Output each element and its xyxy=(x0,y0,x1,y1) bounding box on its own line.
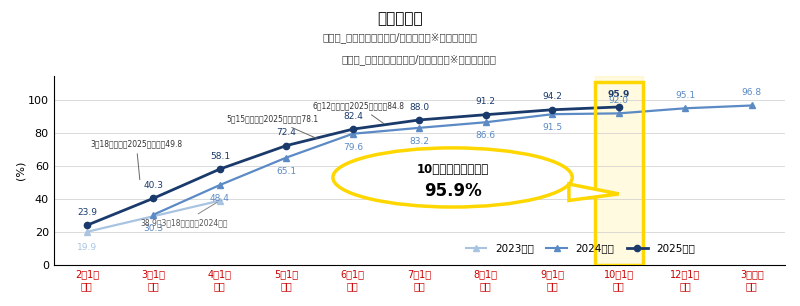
Text: 65.1: 65.1 xyxy=(276,167,297,176)
Text: 6月12日時点（2025年卒）：84.8: 6月12日時点（2025年卒）：84.8 xyxy=(313,102,405,124)
2024年卒 xyxy=(149,213,158,217)
Bar xyxy=(595,76,642,265)
2025年卒 xyxy=(282,144,291,147)
2024年卒 xyxy=(681,106,690,110)
2024年卒 xyxy=(481,121,490,124)
2024年卒 xyxy=(414,126,424,130)
Text: 3月18日時点（2025年卒）：49.8: 3月18日時点（2025年卒）：49.8 xyxy=(90,139,182,180)
Text: 95.9: 95.9 xyxy=(607,90,630,99)
2025年卒 xyxy=(348,127,358,131)
Text: 96.8: 96.8 xyxy=(742,88,762,97)
Text: 58.1: 58.1 xyxy=(210,152,230,161)
Text: 就職内定率: 就職内定率 xyxy=(377,11,423,26)
2023年卒 xyxy=(82,230,92,234)
2024年卒 xyxy=(282,156,291,159)
Text: 30.3: 30.3 xyxy=(143,224,163,233)
Line: 2025年卒: 2025年卒 xyxy=(84,104,622,228)
Text: 大学生_全体（就職志望者/単一回答）※大学院生除く: 大学生_全体（就職志望者/単一回答）※大学院生除く xyxy=(322,32,478,43)
Text: 91.5: 91.5 xyxy=(542,123,562,132)
Text: 88.0: 88.0 xyxy=(410,103,430,112)
Text: 19.9: 19.9 xyxy=(77,243,97,252)
Text: 5月15日時点（2025年卒）：78.1: 5月15日時点（2025年卒）：78.1 xyxy=(226,114,318,139)
Line: 2024年卒: 2024年卒 xyxy=(150,103,755,218)
2025年卒 xyxy=(215,167,225,171)
2025年卒 xyxy=(149,196,158,200)
2023年卒 xyxy=(215,199,225,203)
Ellipse shape xyxy=(333,148,572,207)
2024年卒 xyxy=(747,104,757,107)
Text: 79.6: 79.6 xyxy=(342,143,363,152)
2024年卒 xyxy=(614,112,623,115)
Polygon shape xyxy=(569,184,618,200)
Bar xyxy=(595,82,642,265)
Text: 92.0: 92.0 xyxy=(609,96,629,105)
Legend: 2023年卒, 2024年卒, 2025年卒: 2023年卒, 2024年卒, 2025年卒 xyxy=(462,239,699,257)
2024年卒 xyxy=(547,112,557,116)
Text: 86.6: 86.6 xyxy=(476,131,496,140)
2025年卒 xyxy=(547,108,557,112)
Text: 94.2: 94.2 xyxy=(542,92,562,101)
Text: 82.4: 82.4 xyxy=(343,112,362,121)
2025年卒 xyxy=(82,223,92,227)
Text: 95.9%: 95.9% xyxy=(424,181,482,200)
Text: 38.9：3月18日時点（2024卒）: 38.9：3月18日時点（2024卒） xyxy=(140,202,227,227)
Text: 大学生_全体（就職志望者/単一回答）※大学院生除く: 大学生_全体（就職志望者/単一回答）※大学院生除く xyxy=(342,54,497,65)
Y-axis label: (%): (%) xyxy=(15,160,25,180)
2025年卒 xyxy=(481,113,490,117)
2025年卒 xyxy=(414,118,424,122)
2025年卒 xyxy=(614,105,623,109)
Text: 83.2: 83.2 xyxy=(410,137,430,146)
Text: 40.3: 40.3 xyxy=(143,181,163,190)
Text: 72.4: 72.4 xyxy=(277,128,296,137)
Text: 10月の就職内定率は: 10月の就職内定率は xyxy=(417,163,489,176)
Text: 23.9: 23.9 xyxy=(77,208,97,217)
2024年卒 xyxy=(215,183,225,187)
Text: 48.4: 48.4 xyxy=(210,194,230,203)
2024年卒 xyxy=(348,132,358,136)
Line: 2023年卒: 2023年卒 xyxy=(84,197,223,235)
Text: 91.2: 91.2 xyxy=(476,97,496,106)
Text: 95.1: 95.1 xyxy=(675,91,695,100)
